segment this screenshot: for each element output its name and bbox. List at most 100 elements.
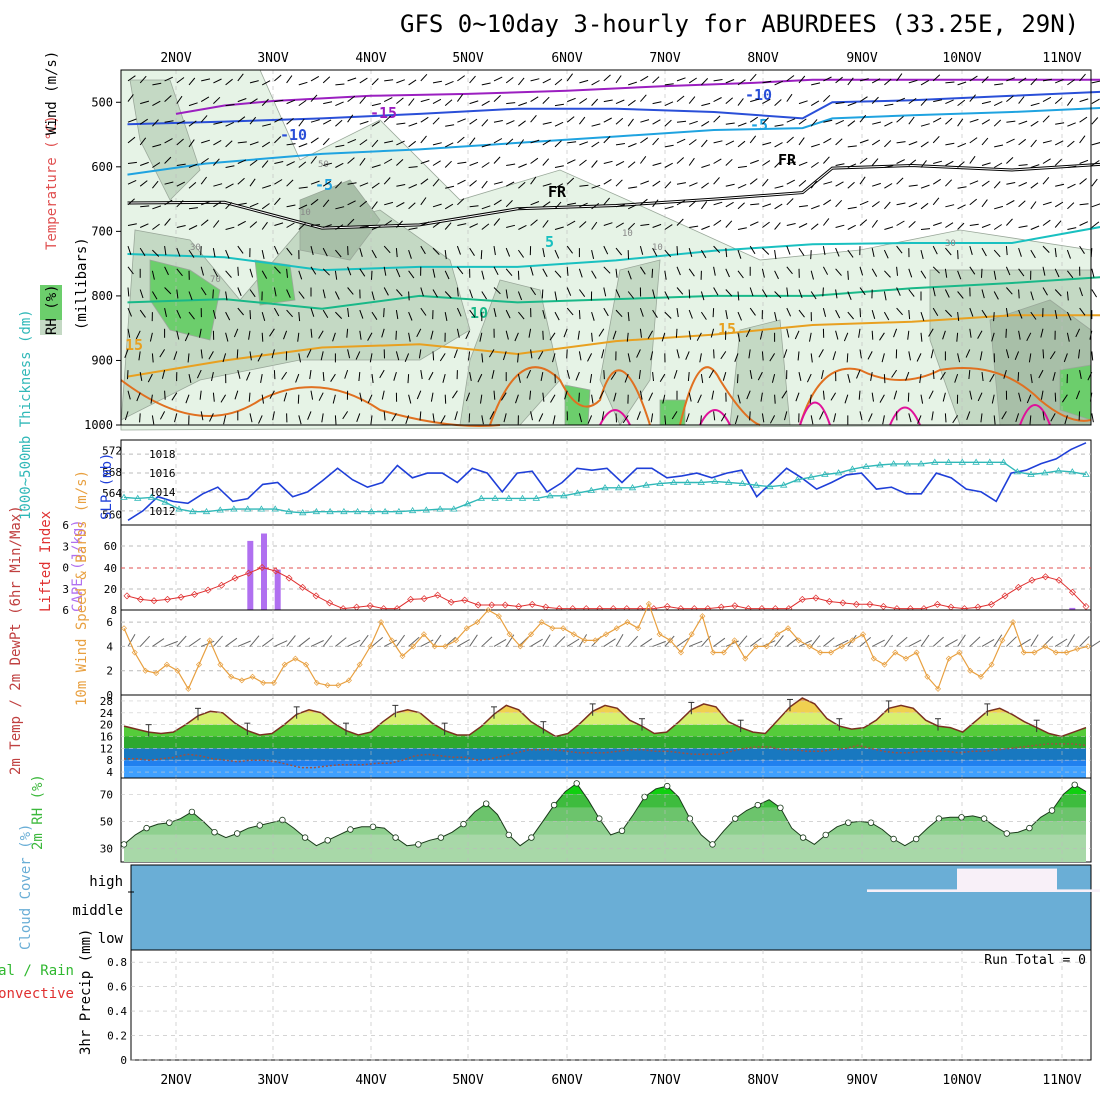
wind-ylabel: 10m Wind Speed & Barbs (m/s) [74,470,90,706]
wind-barb [262,123,272,127]
wind-barb [272,411,275,421]
wind-point [742,655,749,662]
wind-barb [1006,138,1015,144]
wind-barb [823,94,831,102]
rh-contour-label: 30 [945,239,956,249]
wind-barb [286,143,296,146]
wind-barb [762,98,771,105]
wind-barb [798,100,808,105]
wind-barb [1055,183,1065,187]
wind-barb [395,351,400,361]
wind-barb [188,102,198,107]
wind-barb [335,162,344,168]
wind-barb [932,197,940,206]
surface-barb [786,637,799,647]
wind-barb [652,223,662,228]
wind-barb [1026,332,1032,342]
wind-barb [200,219,209,226]
page-title: GFS 0~10day 3-hourly for ABURDEES (33.25… [400,10,1080,38]
wind-barb [896,287,901,296]
wind-point [688,631,695,638]
thickness-point [944,458,953,465]
wind-barb [798,118,807,125]
wind-point [838,643,845,650]
temp-tick-label: 8 [106,754,113,767]
wind-barb [139,223,149,228]
wind-barb [725,79,735,84]
wind-barb [615,143,625,146]
wind-barb [286,99,296,105]
thickness-point [202,507,211,515]
wind-barb [371,311,378,320]
wind-barb [439,353,446,362]
temp-band [124,736,1086,749]
wind-barb [769,415,776,424]
thickness-point [628,484,637,491]
wind-barb [542,309,546,319]
wind-barb [603,74,611,82]
wind-barb [965,349,971,358]
wind-barb [347,287,354,295]
wind-barb [638,370,641,380]
wind-barb [798,371,802,382]
thickness-point [587,486,596,493]
slp-tick-label: 1018 [149,448,176,461]
wind-barb [786,198,794,206]
wind-barb [871,309,876,319]
wind-barb [127,370,129,380]
li-point [258,564,266,571]
wind-barb [1042,96,1052,103]
wind-barb [246,371,251,381]
run-total-label: Run Total = 0 [984,953,1086,968]
rh-point [505,831,512,839]
wind-barb [737,122,747,127]
wind-barb [518,206,528,210]
wind-barb [465,392,471,402]
wind-barb [481,353,484,363]
wind-barb [554,121,564,127]
surface-barb [676,637,689,647]
thickness-point [216,506,224,513]
wind-point [345,677,352,684]
wind-barb [591,394,594,404]
wind-barb [211,371,214,382]
wind-barb [712,308,715,318]
rh-point [369,823,377,830]
wind-barb [640,94,647,102]
wind-barb [152,180,159,189]
wind-barb [1030,77,1038,86]
wind-barb [237,369,241,379]
wind-barb [430,330,434,340]
wind-barb [432,351,435,361]
wind-point [1074,645,1081,652]
isotherm-label: -5 [750,116,768,134]
wind-barb [713,158,722,164]
li-tick-label: 6 [62,519,69,532]
wind-barb [818,349,824,358]
wind-barb [359,200,368,208]
cloud-level-low: low [98,931,124,947]
wind-barb [530,176,537,185]
wind-barb [1018,247,1022,257]
wind-barb [944,413,947,423]
wind-barb [786,179,796,185]
li-point [488,601,496,609]
wind-barb [274,266,281,274]
temp-tick-label: 4 [106,766,113,779]
wind-barb [578,413,583,423]
wind-barb [554,140,562,148]
wind-point [121,625,127,632]
surface-barb [957,634,966,647]
wind-barb [622,415,629,424]
li-point [272,567,280,575]
wind-barb [188,163,198,168]
wind-barb [750,203,760,206]
wind-barb [700,311,707,320]
wind-barb [359,247,363,257]
wind-barb [883,249,889,259]
wind-barb [283,392,288,402]
wind-barb [798,75,806,84]
wind-barb [749,370,753,379]
wind-point [174,667,181,674]
wind-barb [659,373,666,383]
